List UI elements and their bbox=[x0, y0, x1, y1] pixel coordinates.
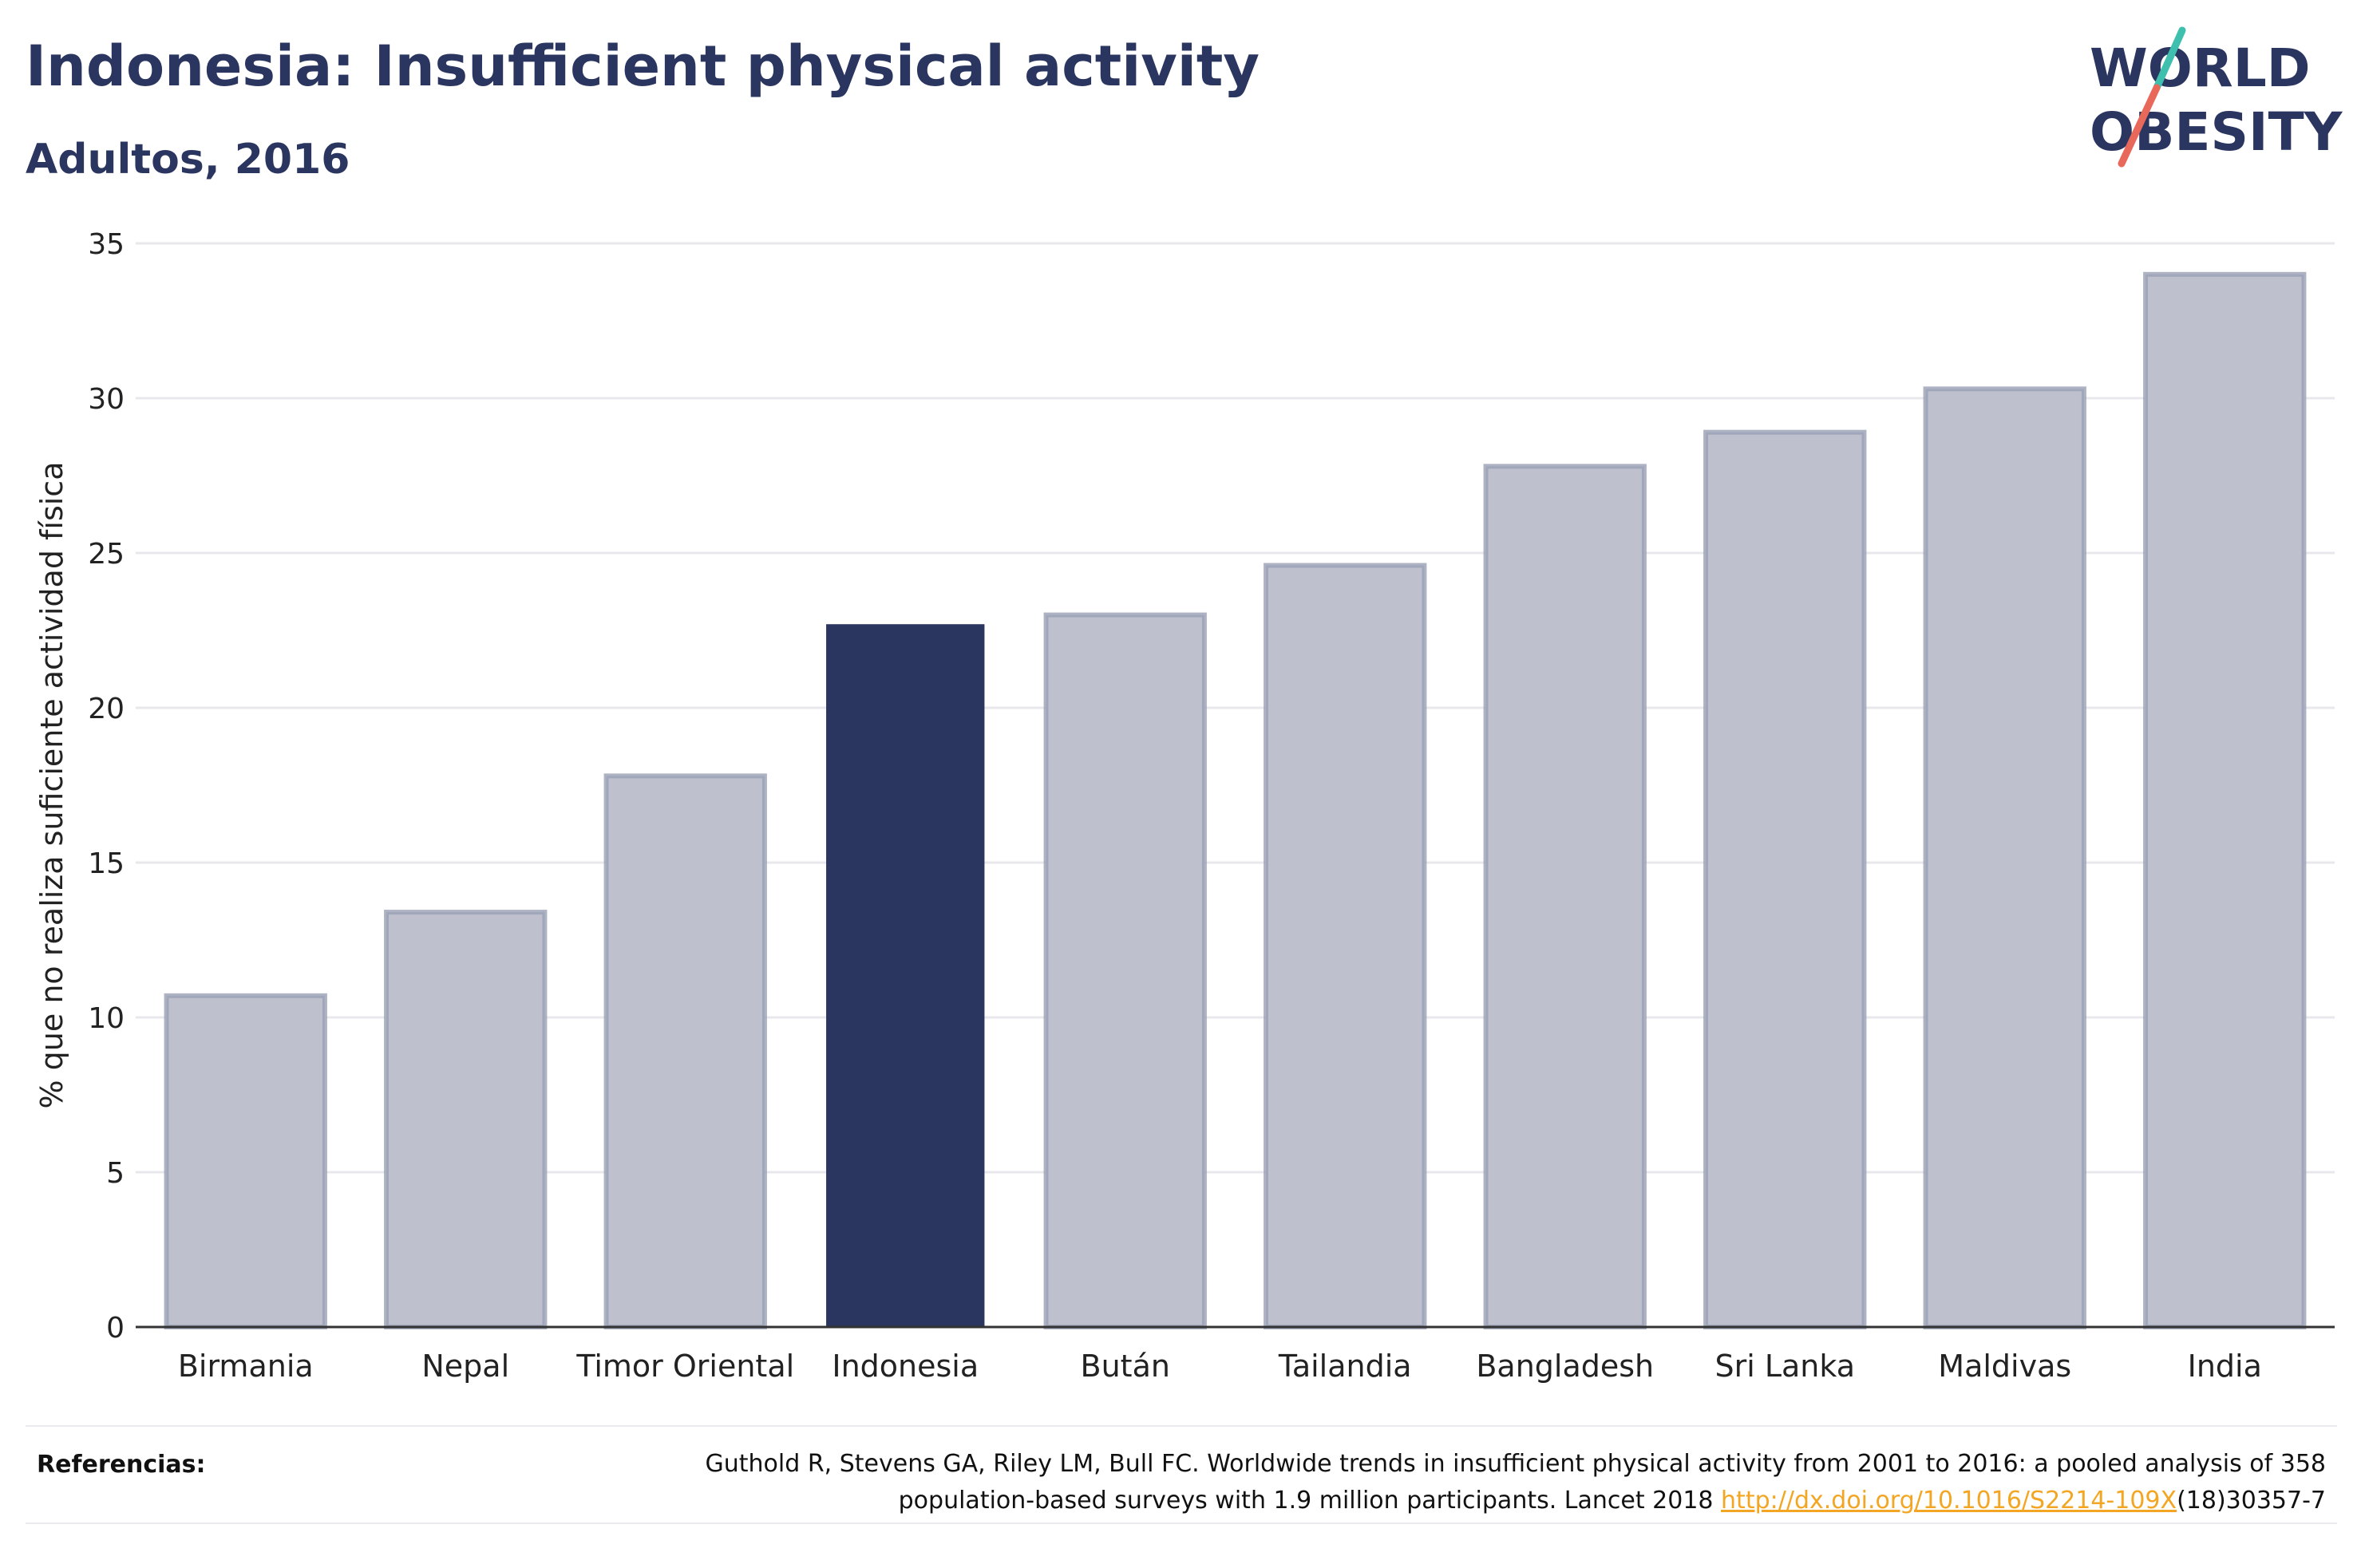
y-tick-label: 20 bbox=[88, 693, 125, 725]
reference-doi-link[interactable]: http://dx.doi.org/10.1016/S2214-109X bbox=[1721, 1487, 2177, 1515]
y-tick-label: 5 bbox=[106, 1157, 125, 1190]
bar-maldivas bbox=[1923, 386, 2086, 1329]
bar-india bbox=[2143, 271, 2307, 1329]
chart-subtitle: Adultos, 2016 bbox=[26, 136, 350, 184]
x-tick-label: Maldivas bbox=[1938, 1349, 2071, 1384]
bar-nepal bbox=[384, 910, 548, 1329]
bar-tailandia bbox=[1264, 563, 1427, 1329]
x-tick-label: Sri Lanka bbox=[1714, 1349, 1855, 1384]
x-tick-label: Bangladesh bbox=[1476, 1349, 1654, 1384]
logo-word-world: WORLD bbox=[2090, 38, 2311, 99]
x-tick-label: Nepal bbox=[421, 1349, 509, 1384]
references-bottom-divider bbox=[26, 1523, 2337, 1524]
reference-line-2: population-based surveys with 1.9 millio… bbox=[898, 1487, 1722, 1515]
x-tick-label: India bbox=[2188, 1349, 2262, 1384]
x-tick-label: Birmania bbox=[178, 1349, 314, 1384]
y-axis-title: % que no realiza suficiente actividad fí… bbox=[34, 462, 69, 1109]
x-tick-label: Bután bbox=[1081, 1349, 1170, 1384]
y-tick-label: 10 bbox=[88, 1002, 125, 1035]
references-text: Guthold R, Stevens GA, Riley LM, Bull FC… bbox=[490, 1446, 2326, 1519]
references-label: Referencias: bbox=[37, 1451, 206, 1479]
logo-word-obesity: OBESITY bbox=[2090, 101, 2343, 163]
y-tick-label: 30 bbox=[88, 383, 125, 416]
x-tick-label: Tailandia bbox=[1278, 1349, 1412, 1384]
chart-title: Indonesia: Insufficient physical activit… bbox=[26, 34, 1260, 99]
y-tick-label: 0 bbox=[106, 1312, 125, 1345]
reference-line-1: Guthold R, Stevens GA, Riley LM, Bull FC… bbox=[705, 1450, 2326, 1478]
bar-indonesia bbox=[826, 624, 985, 1327]
bar-chart: 0 5 10 15 20 25 30 35 % que no realiza suficient… bbox=[34, 228, 2335, 1384]
bar-bután bbox=[1043, 612, 1207, 1329]
x-tick-label: Indonesia bbox=[832, 1349, 979, 1384]
bar-bangladesh bbox=[1483, 464, 1647, 1329]
y-tick-label: 25 bbox=[88, 538, 125, 571]
y-tick-label: 15 bbox=[88, 847, 125, 880]
y-tick-label: 35 bbox=[88, 228, 125, 261]
references-top-divider bbox=[26, 1425, 2337, 1427]
logo-slash-coral bbox=[2118, 84, 2161, 168]
bar-timor-oriental bbox=[603, 773, 767, 1329]
x-tick-label: Timor Oriental bbox=[575, 1349, 794, 1384]
world-obesity-logo: WORLD OBESITY bbox=[2090, 26, 2343, 168]
bar-sri-lanka bbox=[1703, 429, 1867, 1329]
logo-slash-teal bbox=[2153, 26, 2186, 92]
bar-birmania bbox=[164, 993, 327, 1329]
reference-line-2-end: (18)30357-7 bbox=[2177, 1487, 2326, 1515]
